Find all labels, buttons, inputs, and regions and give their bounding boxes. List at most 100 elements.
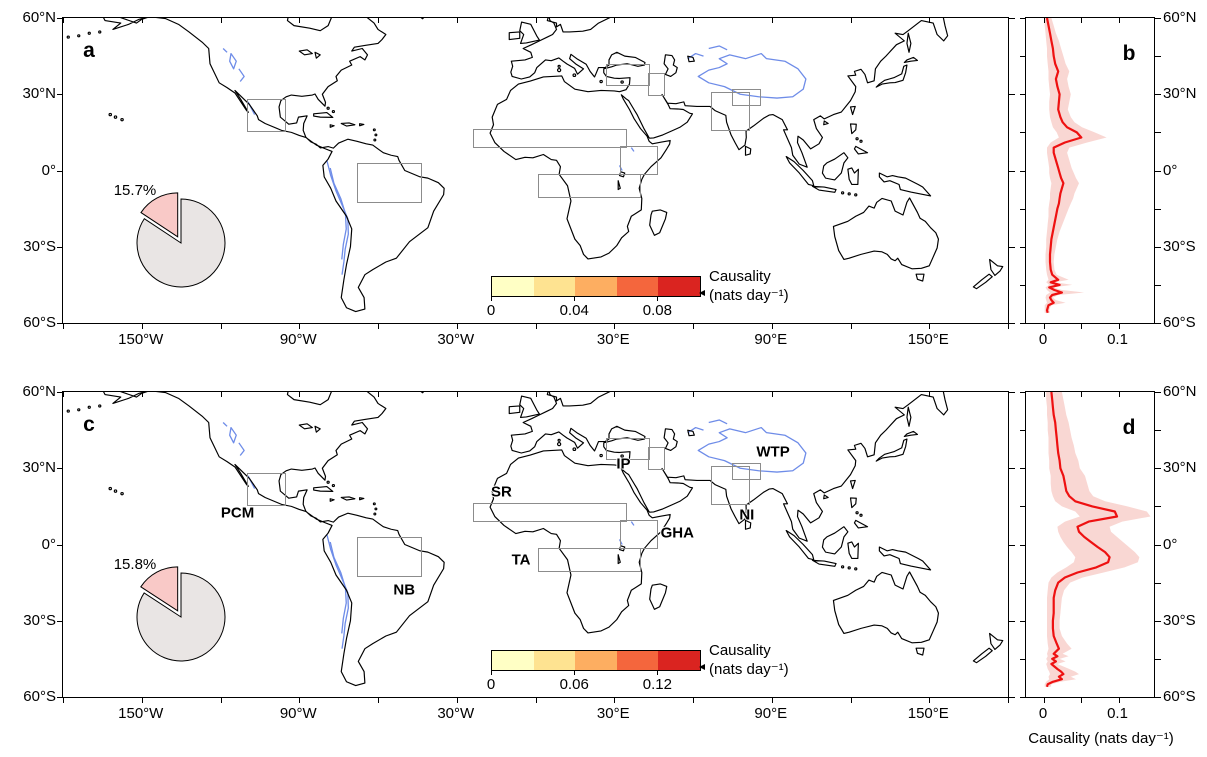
- tick-mark: [1155, 430, 1161, 431]
- panel-label-c: c: [83, 413, 95, 436]
- axis-tick-label: 0°: [41, 161, 56, 179]
- profile-x-axis-title: Causality (nats day⁻¹): [1028, 730, 1174, 747]
- tick-mark: [1020, 247, 1026, 248]
- region-label-wtp: WTP: [756, 443, 790, 461]
- tick-mark: [1119, 18, 1120, 23]
- tick-mark: [1009, 545, 1015, 546]
- colorbar-segment: [533, 277, 576, 296]
- colorbar-segment: [492, 277, 534, 296]
- mean-causality-line: [1045, 392, 1119, 688]
- tick-mark: [1009, 621, 1015, 622]
- axis-tick-label: 60°N: [1163, 383, 1197, 400]
- colorbar-title-line2: (nats day⁻¹): [709, 287, 789, 304]
- region-label-ip: IP: [616, 455, 631, 473]
- region-box-ta: [538, 548, 642, 572]
- tick-mark: [221, 698, 222, 703]
- pie-slice-rest: [136, 572, 226, 662]
- axis-tick-label: 30°E: [596, 331, 630, 348]
- tick-mark: [1155, 545, 1161, 546]
- tick-mark: [378, 698, 379, 703]
- tick-mark: [1020, 659, 1026, 660]
- tick-mark: [1155, 209, 1161, 210]
- tick-mark: [63, 392, 64, 397]
- tick-mark: [221, 324, 222, 329]
- tick-mark: [693, 324, 694, 329]
- tick-mark: [378, 18, 379, 23]
- pie-percentage-label: 15.7%: [113, 182, 157, 199]
- tick-mark: [378, 324, 379, 329]
- tick-mark: [1155, 94, 1161, 95]
- tick-mark: [1119, 698, 1120, 703]
- pie-slice-rest: [136, 198, 226, 288]
- tick-mark: [693, 698, 694, 703]
- tick-mark: [63, 18, 64, 23]
- tick-mark: [614, 698, 615, 703]
- pie-slice-highlight: [140, 192, 179, 238]
- colorbar-title: Causality (nats day⁻¹): [709, 641, 789, 679]
- panel-label-b: b: [1122, 42, 1136, 65]
- axis-tick-label: 150°E: [907, 331, 949, 348]
- axis-tick-label: 60°S: [1163, 314, 1196, 331]
- region-label-pcm: PCM: [220, 504, 255, 522]
- tick-mark: [57, 468, 63, 469]
- tick-mark: [1155, 583, 1161, 584]
- tick-mark: [1020, 323, 1026, 324]
- axis-tick-label: 60°S: [1163, 688, 1196, 705]
- tick-mark: [693, 18, 694, 23]
- region-label-gha: GHA: [660, 524, 694, 542]
- region-box-ip: [606, 63, 651, 87]
- colorbar: [491, 650, 701, 671]
- uncertainty-band: [1044, 392, 1151, 687]
- tick-mark: [1020, 468, 1026, 469]
- colorbar-title: Causality (nats day⁻¹): [709, 267, 789, 305]
- tick-mark: [1008, 392, 1009, 397]
- axis-tick-label: 0°: [1163, 161, 1178, 179]
- region-label-ta: TA: [511, 551, 531, 569]
- tick-mark: [1020, 430, 1026, 431]
- tick-mark: [1020, 209, 1026, 210]
- axis-tick-label: 30°W: [437, 705, 475, 722]
- axis-tick-label: 150°W: [118, 331, 164, 348]
- region-box-sr: [472, 503, 627, 523]
- tick-mark: [1081, 392, 1082, 397]
- tick-mark: [221, 18, 222, 23]
- tick-mark: [1020, 285, 1026, 286]
- region-box-ip: [648, 72, 665, 97]
- axis-tick-label: 150°W: [118, 705, 164, 722]
- region-box-gha: [619, 520, 659, 550]
- axis-tick-label: 30°E: [596, 705, 630, 722]
- axis-tick-label: 30°S: [23, 237, 56, 255]
- tick-mark: [1044, 18, 1045, 23]
- colorbar-segment: [616, 277, 659, 296]
- colorbar-title-line1: Causality: [709, 268, 771, 285]
- colorbar-segment: [492, 651, 534, 670]
- tick-mark: [457, 392, 458, 397]
- colorbar-tick-label: 0.12: [642, 676, 672, 693]
- tick-mark: [851, 18, 852, 23]
- tick-mark: [1020, 94, 1026, 95]
- colorbar-tick: [491, 297, 492, 301]
- colorbar-tick-label: 0.04: [559, 302, 589, 319]
- tick-mark: [1155, 697, 1161, 698]
- axis-tick-label: 90°W: [279, 705, 317, 722]
- tick-mark: [1155, 468, 1161, 469]
- uncertainty-band: [1044, 18, 1107, 313]
- profile-chart: [1044, 392, 1151, 688]
- pie-chart: [136, 192, 226, 288]
- tick-mark: [772, 324, 773, 329]
- tick-mark: [299, 18, 300, 23]
- profile-panel-d: d: [1020, 391, 1161, 703]
- tick-mark: [1119, 392, 1120, 397]
- tick-mark: [1008, 698, 1009, 703]
- tick-mark: [1009, 323, 1015, 324]
- tick-mark: [1020, 171, 1026, 172]
- tick-mark: [1020, 56, 1026, 57]
- tick-mark: [614, 392, 615, 397]
- tick-mark: [1020, 583, 1026, 584]
- tick-mark: [57, 323, 63, 324]
- tick-mark: [299, 324, 300, 329]
- tick-mark: [772, 18, 773, 23]
- tick-mark: [1155, 132, 1161, 133]
- map-panel-c: 15.8% Causality (nats day⁻¹) c 0 0.06 0.12…: [57, 391, 1015, 703]
